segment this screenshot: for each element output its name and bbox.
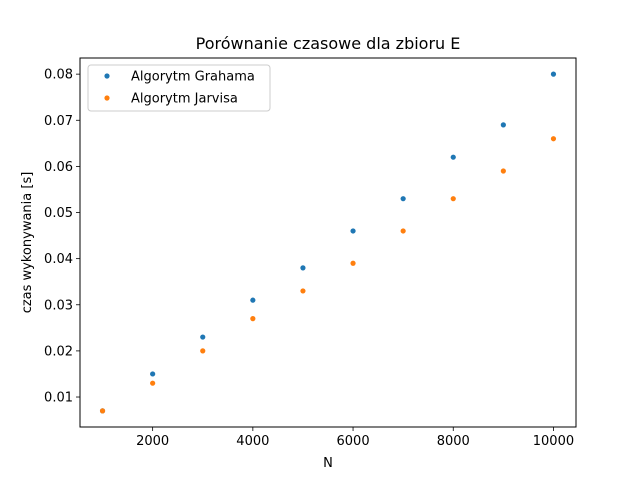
- legend-label-grahama: Algorytm Grahama: [131, 70, 255, 85]
- data-points: [99, 71, 557, 414]
- data-point: [550, 136, 557, 142]
- y-tick-label: 0.08: [44, 68, 73, 83]
- x-tick-label: 6000: [337, 434, 370, 449]
- data-point: [250, 316, 256, 322]
- y-tick-label: 0.04: [44, 252, 73, 267]
- data-point: [150, 371, 156, 377]
- y-axis-label: czas wykonywania [s]: [20, 172, 35, 314]
- data-point: [150, 380, 156, 386]
- data-point: [400, 196, 406, 202]
- legend-box: [87, 64, 271, 112]
- data-point: [300, 288, 306, 294]
- data-point: [200, 334, 206, 340]
- legend-marker-grahama: [104, 73, 110, 79]
- axis-ticks: 2000 4000 6000 8000 10000 0.01 0.02 0.03 0.04 0.0…: [44, 68, 574, 449]
- x-tick-label: 4000: [236, 434, 269, 449]
- legend-marker-jarvisa: [104, 95, 110, 101]
- y-tick-label: 0.06: [44, 160, 73, 175]
- y-tick-label: 0.03: [44, 298, 73, 313]
- data-point: [350, 228, 356, 234]
- data-point: [500, 122, 506, 128]
- data-point: [450, 154, 456, 160]
- y-tick-label: 0.02: [44, 344, 73, 359]
- data-point: [300, 265, 306, 271]
- data-point: [350, 260, 356, 266]
- data-point: [250, 297, 256, 303]
- y-tick-label: 0.05: [44, 206, 73, 221]
- data-point: [550, 71, 557, 77]
- x-tick-label: 10000: [533, 434, 574, 449]
- legend: Algorytm Grahama Algorytm Jarvisa: [87, 64, 271, 112]
- data-point: [99, 408, 106, 414]
- y-tick-label: 0.01: [44, 391, 73, 406]
- legend-label-jarvisa: Algorytm Jarvisa: [131, 92, 238, 107]
- x-tick-label: 2000: [136, 434, 169, 449]
- chart-title: Porównanie czasowe dla zbioru E: [196, 34, 461, 53]
- x-tick-label: 8000: [437, 434, 470, 449]
- data-point: [500, 168, 506, 174]
- x-axis-label: N: [323, 456, 333, 471]
- series-2: [99, 136, 557, 414]
- data-point: [450, 196, 456, 202]
- data-point: [400, 228, 406, 234]
- plot-frame: [79, 57, 577, 428]
- data-point: [200, 348, 206, 354]
- y-tick-label: 0.07: [44, 114, 73, 129]
